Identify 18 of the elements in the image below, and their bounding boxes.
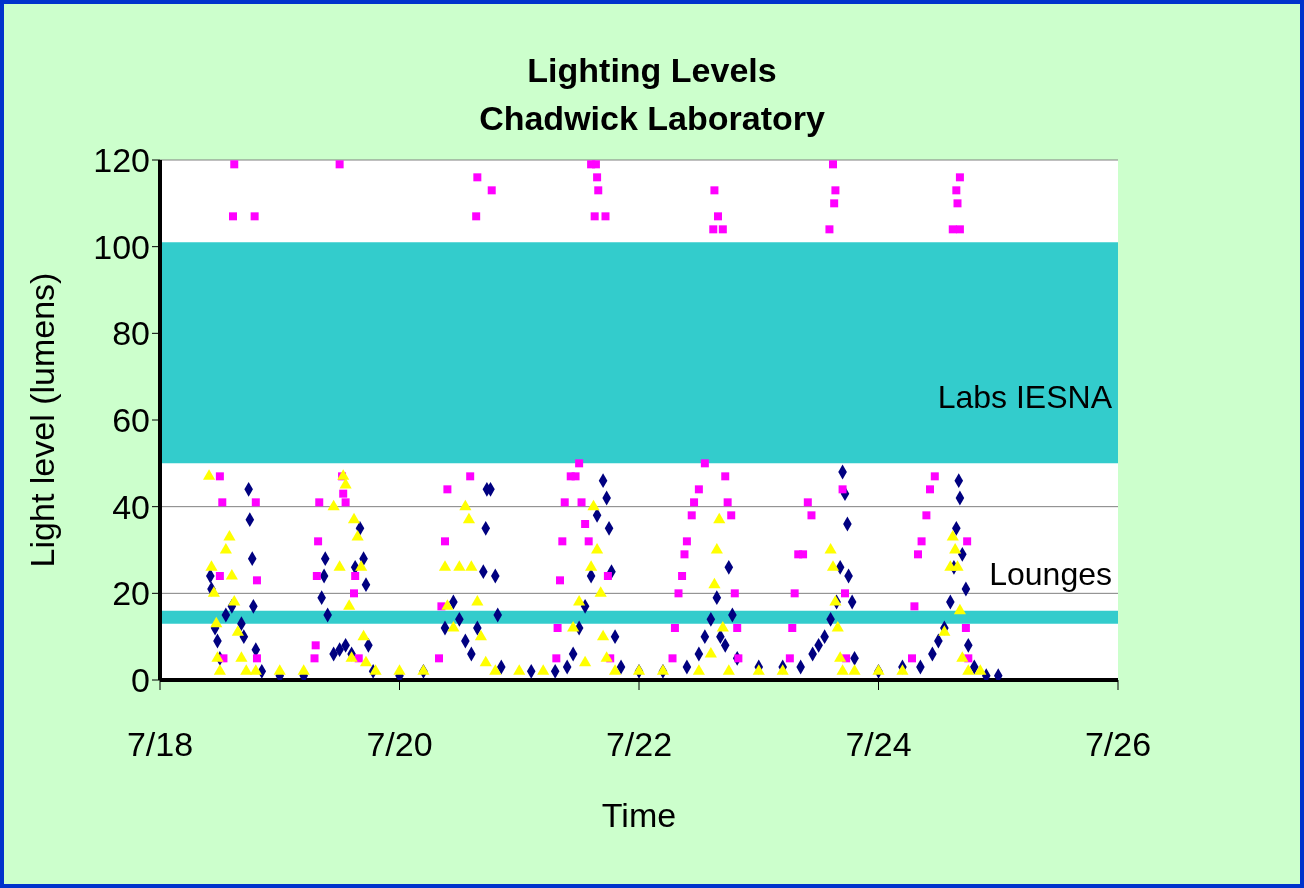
x-tick-label: 7/24 (845, 725, 912, 764)
x-axis-title: Time (600, 796, 678, 835)
band-label: Labs IESNA (937, 379, 1113, 416)
y-tick-label: 100 (93, 227, 150, 266)
y-axis-title: Light level (lumens) (22, 272, 62, 568)
chart-title: Lighting Levels (526, 50, 778, 91)
x-tick-label: 7/26 (1084, 725, 1152, 764)
y-tick-label: 80 (112, 314, 150, 353)
x-tick-label: 7/22 (605, 725, 673, 764)
x-tick-label: 7/20 (366, 725, 433, 764)
band-label: Lounges (989, 555, 1112, 592)
y-tick-label: 40 (112, 487, 150, 526)
y-tick-label: 60 (112, 401, 150, 440)
x-tick-label: 7/18 (126, 725, 194, 764)
y-tick-label: 20 (112, 574, 150, 613)
y-tick-label: 120 (93, 141, 150, 180)
chart-subtitle: Chadwick Laboratory (478, 98, 826, 139)
y-tick-label: 0 (131, 661, 150, 700)
